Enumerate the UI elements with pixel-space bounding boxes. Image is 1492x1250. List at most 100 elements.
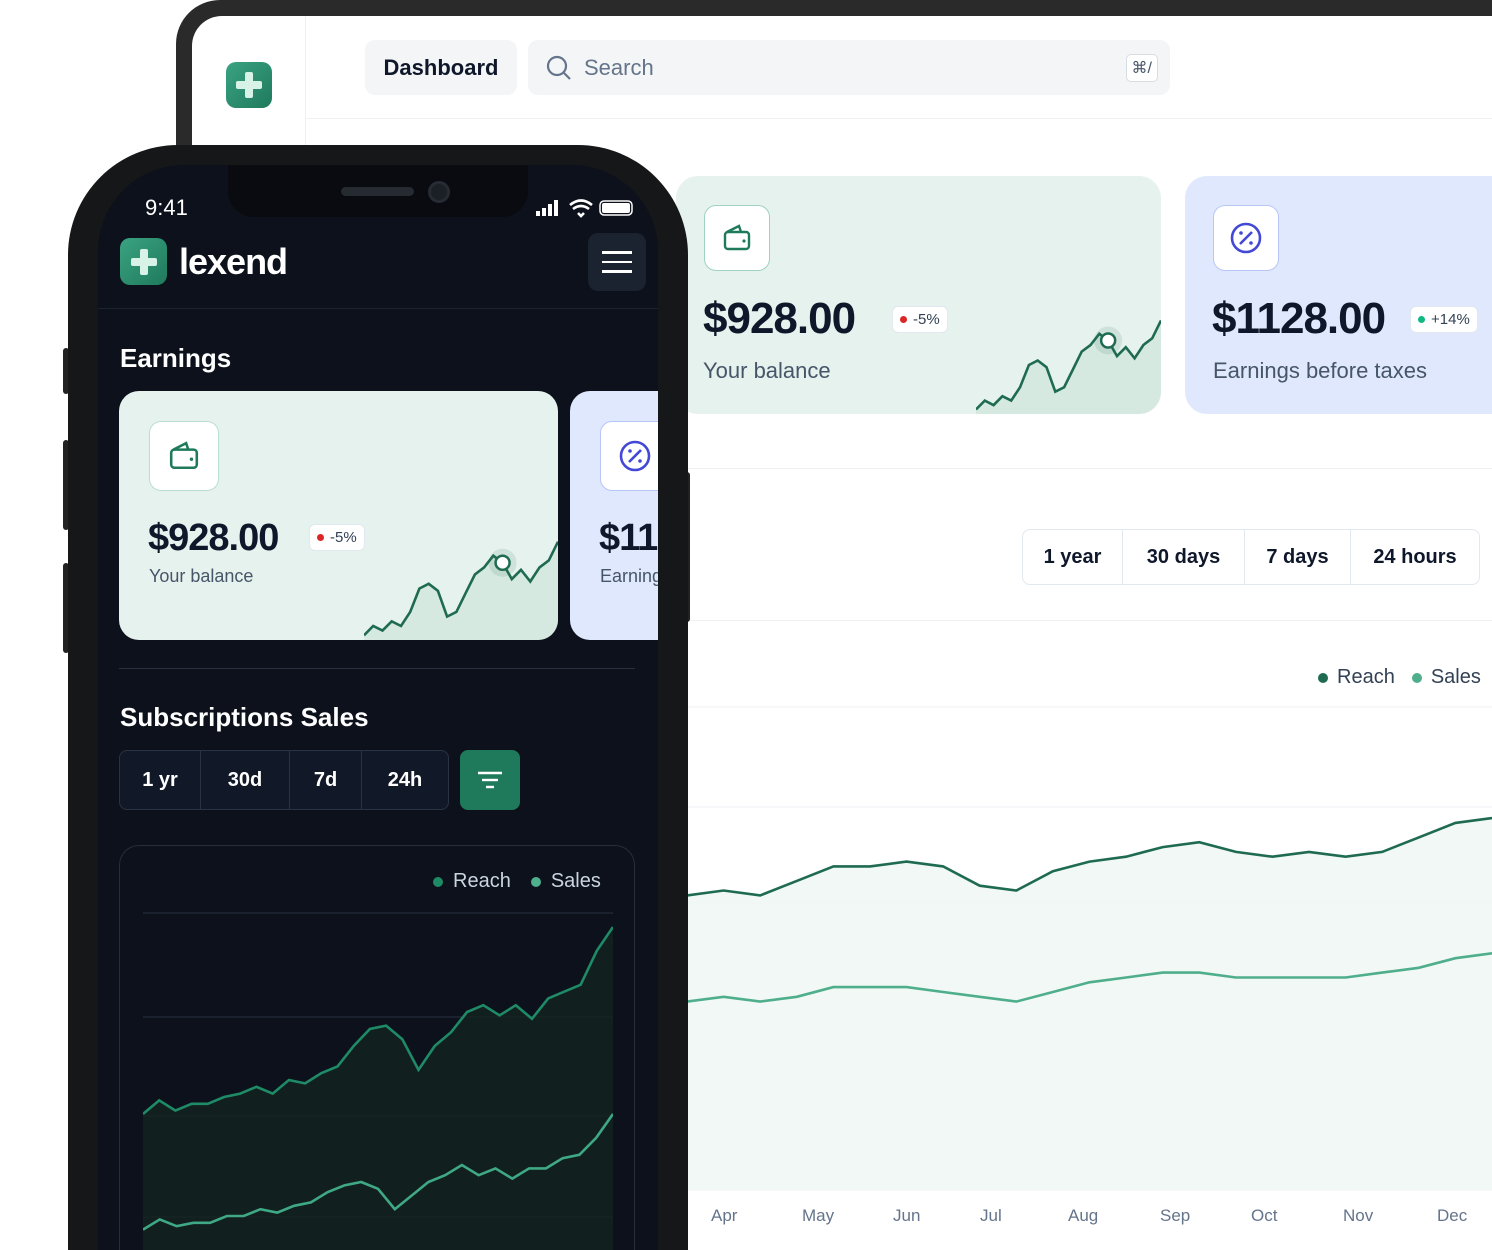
down-dot-icon bbox=[317, 534, 324, 541]
x-tick-sep: Sep bbox=[1160, 1206, 1191, 1225]
header-divider bbox=[98, 308, 658, 309]
change-badge: -5% bbox=[892, 306, 948, 333]
balance-label: Your balance bbox=[703, 358, 831, 383]
line-reach bbox=[143, 926, 613, 1115]
line-sales bbox=[687, 952, 1492, 1003]
change-value: -5% bbox=[330, 529, 357, 546]
earnings-title: Earnings bbox=[120, 343, 232, 373]
range-24-hours[interactable]: 24 hours bbox=[1373, 545, 1457, 568]
x-tick-may: May bbox=[802, 1206, 835, 1225]
sales-legend-dot bbox=[530, 876, 541, 887]
change-value: +14% bbox=[1431, 311, 1470, 328]
x-tick-jul: Jul bbox=[980, 1206, 1002, 1225]
range-7-days[interactable]: 7 days bbox=[1245, 530, 1351, 584]
percent-icon-box bbox=[1213, 205, 1279, 271]
balance-sparkline bbox=[364, 541, 558, 640]
phone-balance-card[interactable]: $928.00 -5% Your balance bbox=[119, 391, 558, 640]
phone-volume-down bbox=[63, 563, 69, 653]
phone-notch bbox=[228, 165, 528, 217]
phone-earnings-card[interactable]: $1128.00 Earnings before taxes bbox=[570, 391, 658, 640]
area-reach bbox=[143, 927, 613, 1250]
subscriptions-title: Subscriptions Sales bbox=[120, 702, 369, 732]
status-icons bbox=[536, 199, 633, 218]
x-tick-oct: Oct bbox=[1251, 1206, 1278, 1225]
brand-name: lexend bbox=[179, 241, 288, 282]
x-axis: Apr May Jun Jul Aug Sep Oct Nov Dec bbox=[687, 1206, 1492, 1230]
x-tick-apr: Apr bbox=[711, 1206, 738, 1225]
search-shortcut: ⌘/ bbox=[1125, 53, 1158, 82]
x-tick-aug: Aug bbox=[1068, 1206, 1099, 1225]
phone-screen: 9:41 lexend Earnings $928.00 -5% Your ba… bbox=[98, 165, 658, 1250]
plus-icon bbox=[130, 248, 157, 275]
percent-icon-box bbox=[600, 421, 658, 491]
wallet-icon bbox=[169, 441, 199, 470]
earnings-amount: $1128.00 bbox=[599, 517, 658, 559]
legend-reach: Reach bbox=[453, 870, 511, 892]
balance-label: Your balance bbox=[149, 566, 254, 586]
balance-card[interactable]: $928.00 -5% Your balance bbox=[676, 176, 1161, 414]
range-30-days[interactable]: 30 days bbox=[1123, 530, 1245, 584]
range-24h[interactable]: 24h bbox=[387, 768, 423, 791]
section-divider bbox=[687, 468, 1492, 469]
earnings-label: Earnings before taxes bbox=[1213, 358, 1428, 383]
sparkline-area bbox=[364, 541, 558, 640]
wallet-icon-box bbox=[704, 205, 770, 271]
earnings-amount: $1128.00 bbox=[1212, 294, 1386, 343]
reach-legend-dot bbox=[1318, 672, 1328, 683]
legend-sales: Sales bbox=[550, 870, 601, 892]
down-dot-icon bbox=[900, 316, 907, 323]
search-icon bbox=[546, 55, 571, 80]
reach-legend-dot bbox=[433, 876, 443, 887]
search-placeholder: Search bbox=[584, 54, 654, 80]
sparkline-marker bbox=[494, 554, 511, 571]
sparkline-marker bbox=[1099, 332, 1117, 349]
sparkline-line bbox=[976, 319, 1161, 411]
reach-sales-chart bbox=[687, 706, 1492, 1191]
phone-reach-sales-chart bbox=[143, 912, 613, 1250]
menu-button[interactable] bbox=[588, 233, 646, 291]
range-30d[interactable]: 30d bbox=[201, 751, 290, 809]
header-divider bbox=[305, 118, 1492, 119]
search-input[interactable]: Search ⌘/ bbox=[528, 40, 1170, 95]
range-1-yr[interactable]: 1 yr bbox=[120, 751, 201, 809]
camera-icon bbox=[428, 181, 450, 203]
range-7d[interactable]: 7d bbox=[290, 751, 362, 809]
change-value: -5% bbox=[913, 311, 940, 328]
change-badge: +14% bbox=[1410, 306, 1478, 333]
x-tick-nov: Nov bbox=[1343, 1206, 1374, 1225]
legend-sales: Sales bbox=[1430, 666, 1481, 688]
phone-mute-switch bbox=[63, 348, 69, 394]
earnings-label: Earnings before taxes bbox=[600, 566, 658, 586]
dashboard-tab[interactable]: Dashboard bbox=[365, 40, 517, 95]
legend-reach: Reach bbox=[1337, 666, 1395, 688]
change-badge: -5% bbox=[309, 524, 365, 551]
sparkline-line bbox=[364, 541, 558, 637]
balance-amount: $928.00 bbox=[148, 517, 279, 559]
balance-sparkline bbox=[976, 319, 1161, 414]
chart-legend: Reach Sales bbox=[1318, 666, 1481, 689]
speaker bbox=[341, 187, 414, 196]
balance-amount: $928.00 bbox=[703, 294, 856, 343]
percent-icon bbox=[619, 440, 651, 472]
status-time: 9:41 bbox=[145, 195, 188, 220]
line-reach bbox=[687, 816, 1492, 897]
phone-chart-card bbox=[119, 845, 635, 1250]
area-sales bbox=[687, 953, 1492, 1190]
x-tick-dec: Dec bbox=[1437, 1206, 1468, 1225]
phone-range-selector: 1 yr 30d 7d 24h bbox=[119, 750, 449, 810]
sidebar-divider bbox=[305, 16, 306, 146]
brand-logo bbox=[120, 238, 167, 285]
signal-icon bbox=[536, 200, 558, 216]
earnings-card[interactable]: $1128.00 +14% Earnings before taxes bbox=[1185, 176, 1492, 414]
section-divider bbox=[687, 620, 1492, 621]
wallet-icon bbox=[723, 224, 751, 251]
section-divider bbox=[119, 668, 635, 669]
x-tick-jun: Jun bbox=[893, 1206, 921, 1225]
app-logo[interactable] bbox=[226, 62, 272, 108]
plus-icon bbox=[236, 72, 262, 98]
range-1-year[interactable]: 1 year bbox=[1023, 530, 1123, 584]
filter-button[interactable] bbox=[460, 750, 520, 810]
wallet-icon-box bbox=[149, 421, 219, 491]
phone-chart-legend: Reach Sales bbox=[433, 870, 601, 893]
filter-icon bbox=[478, 771, 502, 789]
